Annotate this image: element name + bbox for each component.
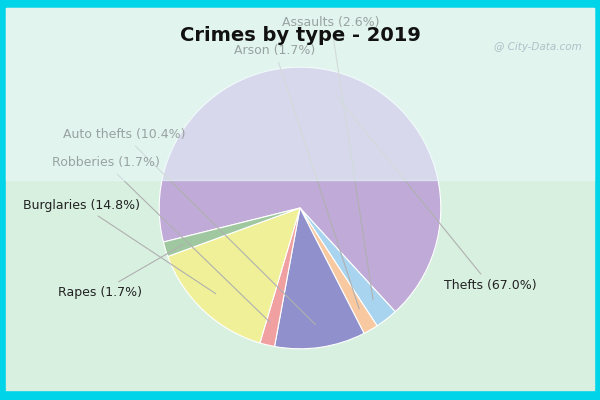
Wedge shape [275,208,364,349]
Wedge shape [300,208,377,333]
Wedge shape [260,208,300,346]
Text: Assaults (2.6%): Assaults (2.6%) [282,16,380,300]
Text: Crimes by type - 2019: Crimes by type - 2019 [179,26,421,45]
Text: Auto thefts (10.4%): Auto thefts (10.4%) [63,128,316,324]
Text: @ City-Data.com: @ City-Data.com [494,42,582,52]
Text: Robberies (1.7%): Robberies (1.7%) [52,156,270,322]
Wedge shape [168,208,300,343]
Text: Thefts (67.0%): Thefts (67.0%) [336,96,536,292]
Wedge shape [163,208,300,256]
Text: Arson (1.7%): Arson (1.7%) [234,44,359,309]
Text: Rapes (1.7%): Rapes (1.7%) [58,244,183,299]
Wedge shape [159,67,441,312]
Text: Burglaries (14.8%): Burglaries (14.8%) [23,199,216,294]
Wedge shape [300,208,395,326]
